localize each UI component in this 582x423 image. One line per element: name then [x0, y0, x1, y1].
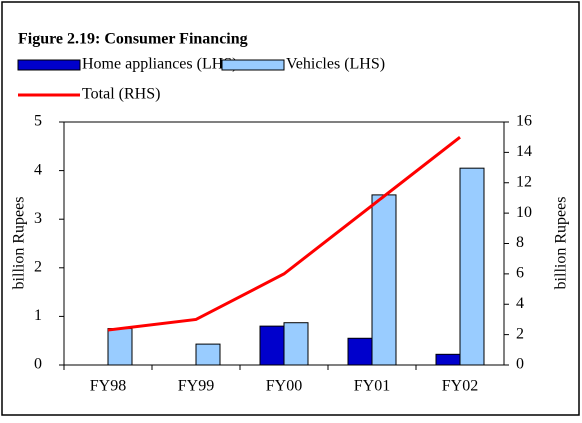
legend-label: Vehicles (LHS) — [286, 56, 385, 73]
bar — [435, 353, 461, 366]
y-tick-label: 3 — [34, 210, 42, 227]
y2-tick-label: 8 — [516, 234, 524, 251]
legend-swatch — [221, 59, 285, 71]
bar — [459, 167, 485, 366]
chart-title: Figure 2.19: Consumer Financing — [18, 31, 248, 48]
y2-tick-label: 6 — [516, 265, 524, 282]
y-tick-label: 2 — [34, 258, 42, 275]
y-axis-label: billion Rupees — [11, 197, 28, 290]
x-tick-label: FY01 — [354, 378, 390, 395]
legend-swatch — [17, 59, 81, 71]
y2-tick-label: 4 — [516, 295, 524, 312]
x-tick-label: FY98 — [90, 378, 126, 395]
y-tick-label: 4 — [34, 161, 42, 178]
y-tick-label: 0 — [34, 356, 42, 373]
bar — [259, 325, 285, 366]
bar — [347, 337, 373, 366]
y2-tick-label: 2 — [516, 325, 524, 342]
bar — [195, 343, 221, 366]
legend-label: Home appliances (LHS) — [82, 56, 238, 73]
x-tick-label: FY99 — [178, 378, 214, 395]
y2-tick-label: 10 — [516, 204, 532, 221]
y2-tick-label: 12 — [516, 173, 532, 190]
total-line — [107, 136, 461, 332]
y-tick-label: 5 — [34, 113, 42, 130]
bar — [283, 322, 309, 366]
bar — [371, 194, 397, 366]
y2-tick-label: 0 — [516, 356, 524, 373]
y-tick-label: 1 — [34, 307, 42, 324]
y2-tick-label: 16 — [516, 113, 532, 130]
legend-label: Total (RHS) — [82, 86, 160, 103]
x-tick-label: FY00 — [266, 378, 302, 395]
y2-axis-label: billion Rupees — [553, 197, 570, 290]
y2-tick-label: 14 — [516, 143, 532, 160]
bar — [107, 328, 133, 366]
x-tick-label: FY02 — [442, 378, 478, 395]
